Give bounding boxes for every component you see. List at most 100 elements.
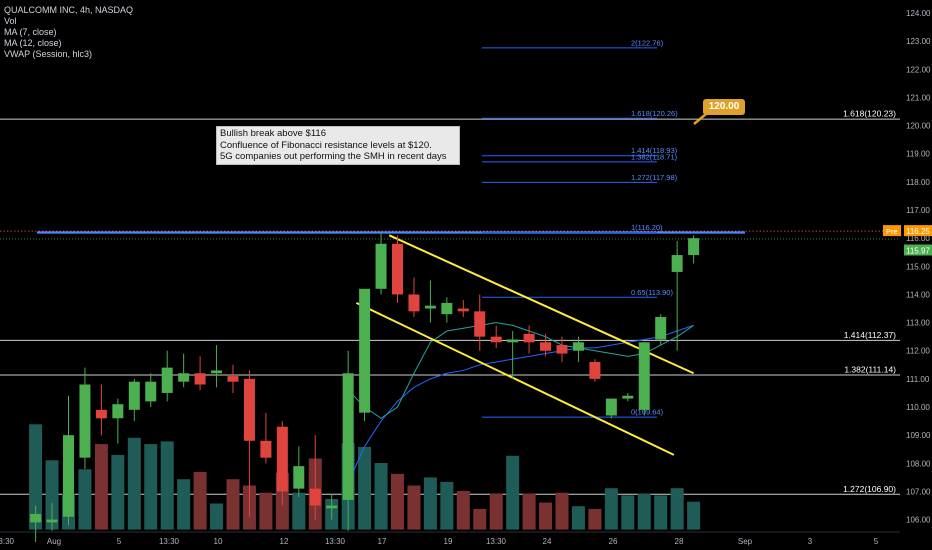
volume-bar [78,469,92,530]
candle-body [309,488,321,506]
candle-body [227,376,239,382]
x-tick-label: 13:30 [159,537,180,546]
volume-bar [111,454,125,530]
fib-label: 1(116.20) [631,223,663,232]
candle-body [490,336,502,343]
channel-lower-line [355,301,675,456]
x-tick-label: 13:30 [325,537,346,546]
last-price-label: 115.97 [906,246,930,255]
candle-body [655,316,667,340]
y-tick-label: 115.00 [906,262,930,271]
pre-price-label: 116.25 [906,227,930,236]
chart-legend: QUALCOMM INC, 4h, NASDAQ Vol MA (7, clos… [4,5,133,60]
candle-body [63,435,74,517]
x-tick-label: 24 [543,537,552,546]
pre-badge [883,225,901,237]
candle-body [424,305,436,309]
candle-body [112,404,124,419]
volume-bar [539,502,553,530]
volume-bar [654,495,668,530]
volume-bar [522,493,536,530]
candle-body [605,398,617,416]
volume-bar [621,495,635,530]
callout-leader [693,113,707,125]
volume-bar [210,503,224,530]
x-tick-label: Aug [47,537,61,546]
y-tick-label: 107.00 [906,487,931,496]
candle-body [211,370,223,374]
y-tick-label: 106.00 [906,516,931,525]
fib-label: 1.618(120.26) [631,109,678,118]
volume-bar [670,488,684,530]
legend-volume: Vol [4,16,17,26]
note-line-2: Confluence of Fibonacci resistance level… [220,139,432,151]
price-callout[interactable]: 120.00 [703,99,745,115]
level-label: 1.618(120.23) [843,109,896,119]
volume-bar [456,490,470,530]
y-tick-label: 121.00 [906,93,931,102]
candle-body [523,333,535,343]
level-label: 1.382(111.14) [844,364,896,374]
pre-badge-label: Pre [886,227,898,236]
candle-body [392,243,403,295]
y-tick-label: 116.00 [906,234,930,243]
volume-bar [259,492,273,530]
y-tick-label: 124.00 [906,9,931,18]
candle-body [572,342,584,351]
volume-bar [571,506,585,530]
candle-body [178,373,190,382]
candle-body [128,381,140,410]
legend-symbol: QUALCOMM INC, 4h, NASDAQ [4,5,134,15]
candle-body [293,466,305,489]
volume-bar [177,479,191,530]
volume-bar [144,444,158,530]
note-line-1: Bullish break above $116 [220,128,326,139]
candle-body [79,384,91,458]
candle-body [638,342,650,410]
candle-body [30,513,42,523]
y-tick-label: 122.00 [906,65,931,74]
fib-label: 1.414(118.93) [631,146,678,155]
candle-body [260,440,272,458]
fib-label: 1.272(117.98) [631,173,678,182]
volume-bar [555,492,569,530]
x-tick-label: 5 [117,537,122,546]
y-tick-label: 123.00 [906,37,931,46]
y-tick-label: 110.00 [906,403,930,412]
volume-bar [29,424,43,530]
volume-bar [226,479,240,530]
analysis-note[interactable]: Bullish break above $116 Confluence of F… [216,126,460,165]
x-tick-label: 26 [609,537,618,546]
note-line-3: 5G companies out performing the SMH in r… [220,151,447,162]
candle-body [145,381,157,402]
volume-bar [292,492,306,530]
volume-bar [193,472,207,530]
fib-label: 1.382(118.71) [631,152,678,161]
volume-bar [160,441,174,530]
y-tick-label: 108.00 [906,459,931,468]
candle-body [194,373,206,385]
last-price-badge [904,244,932,256]
x-tick-label: 17 [378,537,387,546]
volume-bar [604,488,618,530]
candle-body [375,243,387,289]
x-tick-label: 5 [874,537,879,546]
ma7-line [347,322,694,419]
volume-bar [473,508,487,530]
y-tick-label: 119.00 [906,150,930,159]
candle-body [408,294,420,312]
candle-body [507,339,519,343]
candle-body [556,345,568,354]
volume-bar [374,463,388,530]
legend-ma12: MA (12, close) [4,38,62,48]
candle-body [622,395,634,399]
legend-vwap: VWAP (Session, hlc3) [4,49,93,59]
fib-label: 2(122.76) [631,38,664,47]
x-tick-label: 12 [280,537,289,546]
x-tick-label: 13:30 [0,537,15,546]
x-tick-label: Sep [738,537,753,546]
x-tick-label: 13:30 [486,537,507,546]
y-tick-label: 118.00 [906,178,930,187]
candle-body [161,367,173,393]
